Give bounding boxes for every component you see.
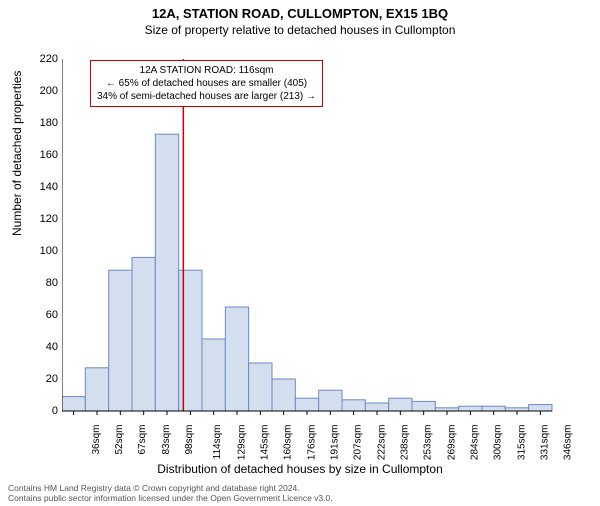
y-tick-label: 20 [28, 373, 58, 385]
y-tick-label: 40 [28, 341, 58, 353]
y-tick-label: 0 [28, 405, 58, 417]
x-tick-label: 83sqm [161, 425, 172, 455]
bar [132, 257, 155, 411]
x-tick-label: 222sqm [376, 425, 387, 461]
x-tick-label: 129sqm [236, 425, 247, 461]
x-tick-label: 114sqm [212, 425, 223, 460]
bar [155, 134, 178, 411]
x-tick-label: 207sqm [353, 425, 364, 461]
y-tick-label: 140 [28, 181, 58, 193]
y-tick-label: 160 [28, 149, 58, 161]
y-tick-label: 100 [28, 245, 58, 257]
bar [179, 270, 202, 411]
y-tick-label: 200 [28, 85, 58, 97]
callout-line3: 34% of semi-detached houses are larger (… [97, 90, 316, 103]
y-axis-label: Number of detached properties [10, 71, 24, 236]
bar [342, 400, 365, 411]
x-tick-label: 52sqm [114, 425, 125, 455]
x-tick-label: 160sqm [283, 425, 294, 461]
bar [389, 398, 412, 411]
x-tick-label: 300sqm [493, 425, 504, 461]
bar [459, 406, 482, 411]
x-tick-label: 284sqm [470, 425, 481, 461]
chart-title: 12A, STATION ROAD, CULLOMPTON, EX15 1BQ [0, 6, 600, 21]
x-tick-label: 269sqm [446, 425, 457, 461]
bar [202, 339, 225, 411]
bar [412, 401, 435, 411]
bar [482, 406, 505, 411]
footer-line2: Contains public sector information licen… [8, 493, 333, 503]
callout-line2: ← 65% of detached houses are smaller (40… [97, 77, 316, 90]
x-tick-label: 346sqm [563, 425, 574, 461]
bar [319, 390, 342, 411]
bar [249, 363, 272, 411]
y-tick-label: 220 [28, 53, 58, 65]
chart-subtitle: Size of property relative to detached ho… [0, 23, 600, 37]
x-axis-label: Distribution of detached houses by size … [0, 462, 600, 476]
bar [109, 270, 132, 411]
x-tick-label: 331sqm [540, 425, 551, 461]
bar [85, 368, 108, 411]
callout-line1: 12A STATION ROAD: 116sqm [97, 64, 316, 77]
x-tick-label: 238sqm [400, 425, 411, 461]
x-tick-label: 145sqm [260, 425, 271, 461]
x-tick-label: 315sqm [516, 425, 527, 461]
y-tick-label: 180 [28, 117, 58, 129]
x-tick-label: 253sqm [423, 425, 434, 461]
bar [272, 379, 295, 411]
x-tick-label: 67sqm [137, 425, 148, 455]
y-tick-label: 60 [28, 309, 58, 321]
x-tick-label: 98sqm [184, 425, 195, 455]
chart-area: 020406080100120140160180200220 36sqm52sq… [62, 54, 562, 416]
histogram-plot [62, 54, 562, 416]
bar [365, 403, 388, 411]
bar [529, 405, 552, 411]
y-tick-label: 80 [28, 277, 58, 289]
y-tick-label: 120 [28, 213, 58, 225]
x-tick-label: 176sqm [306, 425, 317, 461]
bar [225, 307, 248, 411]
bar [295, 398, 318, 411]
callout-box: 12A STATION ROAD: 116sqm ← 65% of detach… [90, 60, 323, 107]
footer-line1: Contains HM Land Registry data © Crown c… [8, 483, 333, 493]
x-tick-label: 36sqm [91, 425, 102, 455]
x-tick-label: 191sqm [330, 425, 341, 461]
bar [62, 397, 85, 411]
